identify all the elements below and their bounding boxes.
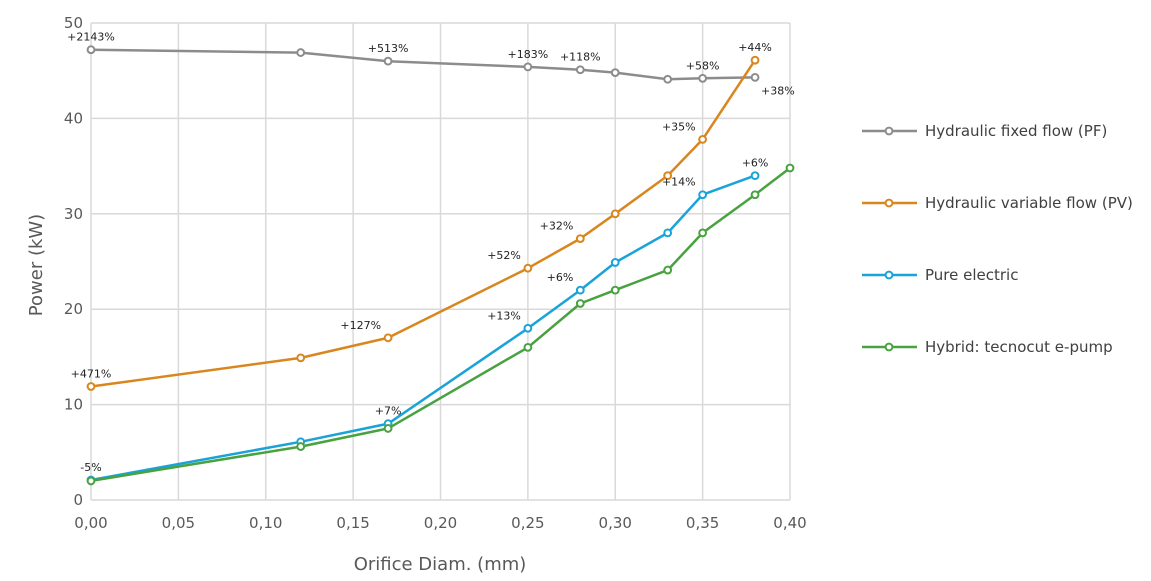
series-4 [86,163,795,486]
data-point [698,190,708,200]
series-1 [86,45,760,84]
data-point [523,62,533,72]
legend-item: Hybrid: tecnocut e-pump [862,338,1113,356]
data-label: +44% [738,41,772,54]
legend-marker [884,126,894,136]
data-point [610,285,620,295]
data-point [750,55,760,65]
data-label: +38% [761,84,795,97]
series-line [90,59,757,388]
data-point [750,171,760,181]
x-tick-label: 0,25 [511,514,544,532]
data-point [383,333,393,343]
data-label: +127% [340,319,381,332]
grid [90,22,791,501]
series-line [90,167,791,483]
data-label: +7% [375,405,402,418]
data-point [785,163,795,173]
data-point [296,442,306,451]
annotations: +2143% +513% +183% +118% +58% +38% +44% +35% +32… [67,31,795,474]
legend-label: Hydraulic fixed flow (PF) [925,122,1107,140]
x-tick-label: 0,15 [336,514,369,532]
data-point [698,73,708,83]
series-layer [86,45,795,486]
data-point [663,265,673,275]
legend-label: Hydraulic variable flow (PV) [925,194,1133,212]
legend-item: Pure electric [862,266,1018,284]
data-point [296,353,306,363]
y-tick-label: 40 [64,109,83,127]
data-point [523,263,533,273]
y-tick-label: 20 [64,300,83,318]
legend-marker [884,198,894,208]
y-tick-label: 30 [64,205,83,223]
data-point [575,299,585,308]
y-axis-title: Power (kW) [26,214,47,316]
legend-label: Hybrid: tecnocut e-pump [925,338,1113,356]
data-point [86,476,96,486]
data-label: +32% [540,220,574,233]
data-label: +14% [662,176,696,189]
data-point [610,68,620,78]
data-label: -5% [80,461,101,474]
x-tick-label: 0,05 [162,514,195,532]
data-point [523,323,533,333]
data-label: +2143% [67,31,115,44]
data-point [383,424,393,433]
data-point [663,171,673,181]
data-label: +183% [508,48,549,61]
data-label: +52% [487,249,521,262]
y-tick-label: 0 [73,491,83,509]
data-point [610,209,620,219]
data-point [610,258,620,267]
x-tick-label: 0,40 [773,514,806,532]
legend-marker [884,270,894,280]
legend-item: Hydraulic variable flow (PV) [862,194,1133,212]
axes: 0,00 0,05 0,10 0,15 0,20 0,25 0,30 0,35 0,40 0 10 2… [64,14,807,532]
y-tick-label: 50 [64,14,83,32]
legend: Hydraulic fixed flow (PF) Hydraulic varia… [862,122,1133,356]
data-point [575,234,585,244]
data-point [663,228,673,238]
data-point [698,134,708,144]
data-label: +6% [547,271,574,284]
series-line [90,174,756,482]
data-point [750,190,760,200]
data-point [698,228,708,238]
data-label: +513% [368,42,409,55]
y-tick-label: 10 [64,396,83,414]
data-point [86,382,96,391]
x-axis-title: Orifice Diam. (mm) [354,554,527,575]
data-point [296,48,306,57]
data-label: +471% [71,367,112,380]
data-point [86,45,96,55]
data-point [575,285,585,295]
x-tick-label: 0,35 [686,514,719,532]
legend-marker [884,342,894,352]
series-2 [86,55,760,391]
data-label: +118% [560,51,601,64]
series-3 [86,171,760,485]
data-label: +58% [686,59,720,72]
series-line [90,48,756,81]
x-tick-label: 0,30 [599,514,632,532]
data-label: +13% [487,309,521,322]
legend-label: Pure electric [925,266,1018,284]
legend-item: Hydraulic fixed flow (PF) [862,122,1107,140]
x-tick-label: 0,10 [249,514,282,532]
x-tick-label: 0,00 [74,514,107,532]
data-label: +6% [742,157,769,170]
x-tick-label: 0,20 [424,514,457,532]
data-point [750,72,760,82]
data-point [663,74,673,84]
data-point [523,342,533,352]
data-label: +35% [662,120,696,133]
data-point [575,65,585,75]
data-point [383,56,393,66]
